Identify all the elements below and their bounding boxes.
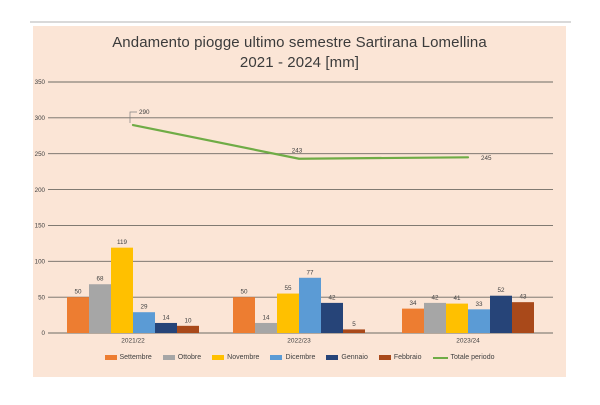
bar-label-settembre-0: 50: [74, 289, 82, 296]
bar-novembre-2022-23: [277, 293, 299, 333]
chart-title: Andamento piogge ultimo semestre Sartira…: [33, 33, 566, 72]
legend-item-settembre: Settembre: [104, 354, 152, 361]
chart-title-line2: 2021 - 2024 [mm]: [239, 53, 360, 71]
bar-novembre-2023-24: [446, 303, 468, 333]
bar-gennaio-2021-22: [155, 322, 177, 333]
bar-febbraio-2021-22: [177, 325, 199, 333]
bar-dicembre-2023-24: [468, 309, 490, 333]
bar-febbraio-2023-24: [512, 302, 534, 333]
legend-swatch-ottobre: [162, 355, 175, 360]
y-axis-label-350: 350: [35, 79, 46, 86]
legend-swatch-settembre: [104, 355, 117, 360]
legend-item-dicembre: Dicembre: [270, 354, 315, 361]
legend-item-febbraio: Febbraio: [378, 354, 422, 361]
bar-dicembre-2021-22: [133, 312, 155, 333]
legend-label: Gennaio: [341, 354, 368, 361]
legend-label: Novembre: [227, 354, 260, 361]
bar-label-gennaio-0: 14: [162, 314, 170, 321]
total-line: [131, 123, 470, 160]
legend-label: Febbraio: [393, 354, 422, 361]
bar-settembre-2022-23: [233, 297, 255, 333]
line-label-2: 245: [481, 155, 492, 162]
y-axis-label-250: 250: [35, 151, 46, 158]
bar-label-ottobre-0: 68: [96, 276, 104, 283]
y-axis-label-150: 150: [35, 223, 46, 230]
plot-area: 0 50 100 150 200 250 300 350 50 50 34 68 14 42 119 55 41…: [35, 79, 553, 345]
bar-label-ottobre-2: 42: [431, 294, 439, 301]
line-label-1: 243: [292, 148, 303, 155]
bar-ottobre-2021-22: [89, 284, 111, 333]
legend-swatch-novembre: [212, 355, 225, 360]
top-divider: [30, 21, 571, 23]
bar-label-febbraio-1: 5: [352, 321, 356, 328]
y-axis-label-300: 300: [35, 115, 46, 122]
bar-label-dicembre-1: 77: [306, 269, 314, 276]
legend-label: Settembre: [119, 354, 152, 361]
bar-febbraio-2022-23: [343, 329, 365, 333]
legend-swatch-gennaio: [326, 355, 339, 360]
legend-label: Ottobre: [177, 354, 202, 361]
bar-label-gennaio-1: 42: [328, 294, 336, 301]
legend-swatch-dicembre: [270, 355, 283, 360]
bar-label-gennaio-2: 52: [497, 287, 505, 294]
bar-label-settembre-1: 50: [240, 289, 248, 296]
legend-item-novembre: Novembre: [212, 354, 259, 361]
legend-item-gennaio: Gennaio: [326, 354, 368, 361]
bar-label-novembre-0: 119: [117, 239, 128, 246]
bar-gennaio-2023-24: [490, 295, 512, 333]
leader-line-290: [129, 111, 137, 124]
bar-label-novembre-2: 41: [453, 295, 461, 302]
legend-swatch-totale-periodo: [432, 356, 448, 359]
y-axis-label-100: 100: [35, 258, 46, 265]
category-label-2022-23: 2022/23: [287, 338, 311, 345]
y-axis-label-50: 50: [38, 294, 45, 301]
bar-label-febbraio-0: 10: [184, 317, 192, 324]
bar-settembre-2021-22: [67, 297, 89, 333]
bar-label-settembre-2: 34: [409, 300, 417, 307]
bar-label-febbraio-2: 43: [519, 294, 527, 301]
y-axis-label-200: 200: [35, 187, 46, 194]
legend-label: Dicembre: [285, 354, 316, 361]
chart-title-line1: Andamento piogge ultimo semestre Sartira…: [112, 34, 487, 51]
legend-item-totale-periodo: Totale periodo: [432, 354, 495, 361]
bar-novembre-2021-22: [111, 247, 133, 333]
bar-dicembre-2022-23: [299, 277, 321, 333]
legend-item-ottobre: Ottobre: [162, 354, 202, 361]
bar-label-novembre-1: 55: [284, 285, 292, 292]
bar-gennaio-2022-23: [321, 302, 343, 333]
line-label-0: 290: [139, 109, 150, 116]
legend-swatch-febbraio: [378, 355, 391, 360]
bar-label-dicembre-0: 29: [140, 304, 148, 311]
bar-settembre-2023-24: [402, 308, 424, 333]
chart-legend: Settembre Ottobre Novembre Dicembre Gennaio F…: [33, 354, 566, 361]
bar-ottobre-2022-23: [255, 322, 277, 333]
rainfall-chart: 0 50 100 150 200 250 300 350 50 50 34 68 14 42 119 55 41…: [33, 26, 566, 377]
bar-label-dicembre-2: 33: [475, 301, 483, 308]
category-label-2023-24: 2023/24: [456, 338, 480, 345]
bar-ottobre-2023-24: [424, 302, 446, 333]
y-axis-label-0: 0: [42, 330, 46, 337]
category-label-2021-22: 2021/22: [121, 338, 145, 345]
legend-label: Totale periodo: [450, 354, 495, 361]
bar-label-ottobre-1: 14: [262, 314, 270, 321]
